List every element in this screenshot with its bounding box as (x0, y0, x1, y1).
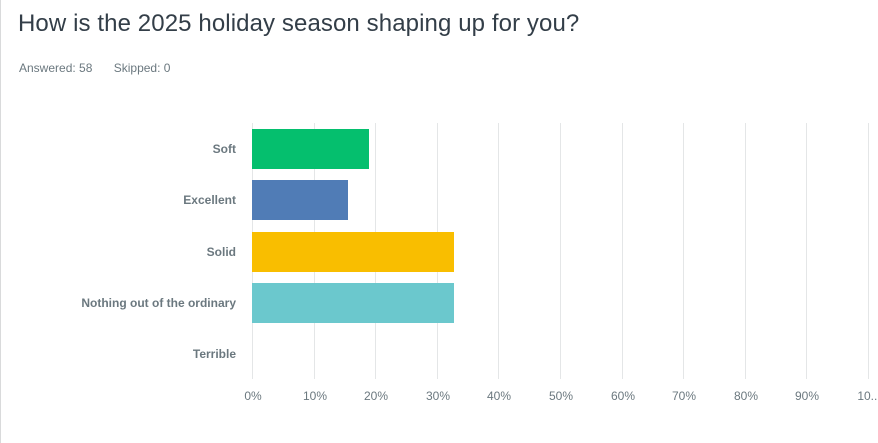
category-label: Terrible (192, 347, 236, 361)
category-label: Solid (206, 245, 236, 259)
x-tick-label: 70% (671, 389, 697, 403)
bar-excellent[interactable] (252, 180, 348, 220)
gridline (806, 123, 807, 379)
x-tick-label: 30% (425, 389, 451, 403)
category-label: Nothing out of the ordinary (81, 296, 236, 310)
x-tick-label: 60% (610, 389, 636, 403)
bar-solid[interactable] (252, 232, 454, 272)
gridline (683, 123, 684, 379)
x-tick-label: 90% (794, 389, 820, 403)
gridline (498, 123, 499, 379)
x-tick-label: 40% (486, 389, 512, 403)
skipped-count: Skipped: 0 (113, 61, 171, 75)
x-tick-label: 0% (244, 389, 262, 403)
x-tick-label: 20% (363, 389, 389, 403)
category-label: Excellent (183, 193, 236, 207)
x-tick-label: 80% (733, 389, 759, 403)
gridline (622, 123, 623, 379)
gridline (868, 123, 869, 379)
x-tick-label: 10% (302, 389, 328, 403)
question-title: How is the 2025 holiday season shaping u… (18, 10, 580, 37)
bar-soft[interactable] (252, 129, 369, 169)
bar-nothing-out-of-the-ordinary[interactable] (252, 283, 454, 323)
gridline (745, 123, 746, 379)
category-label: Soft (212, 142, 236, 156)
response-summary: Answered: 58 Skipped: 0 (19, 61, 188, 75)
x-tick-label: 50% (548, 389, 574, 403)
x-tick-label: 10... (857, 389, 878, 403)
gridline (560, 123, 561, 379)
answered-count: Answered: 58 (19, 61, 93, 75)
